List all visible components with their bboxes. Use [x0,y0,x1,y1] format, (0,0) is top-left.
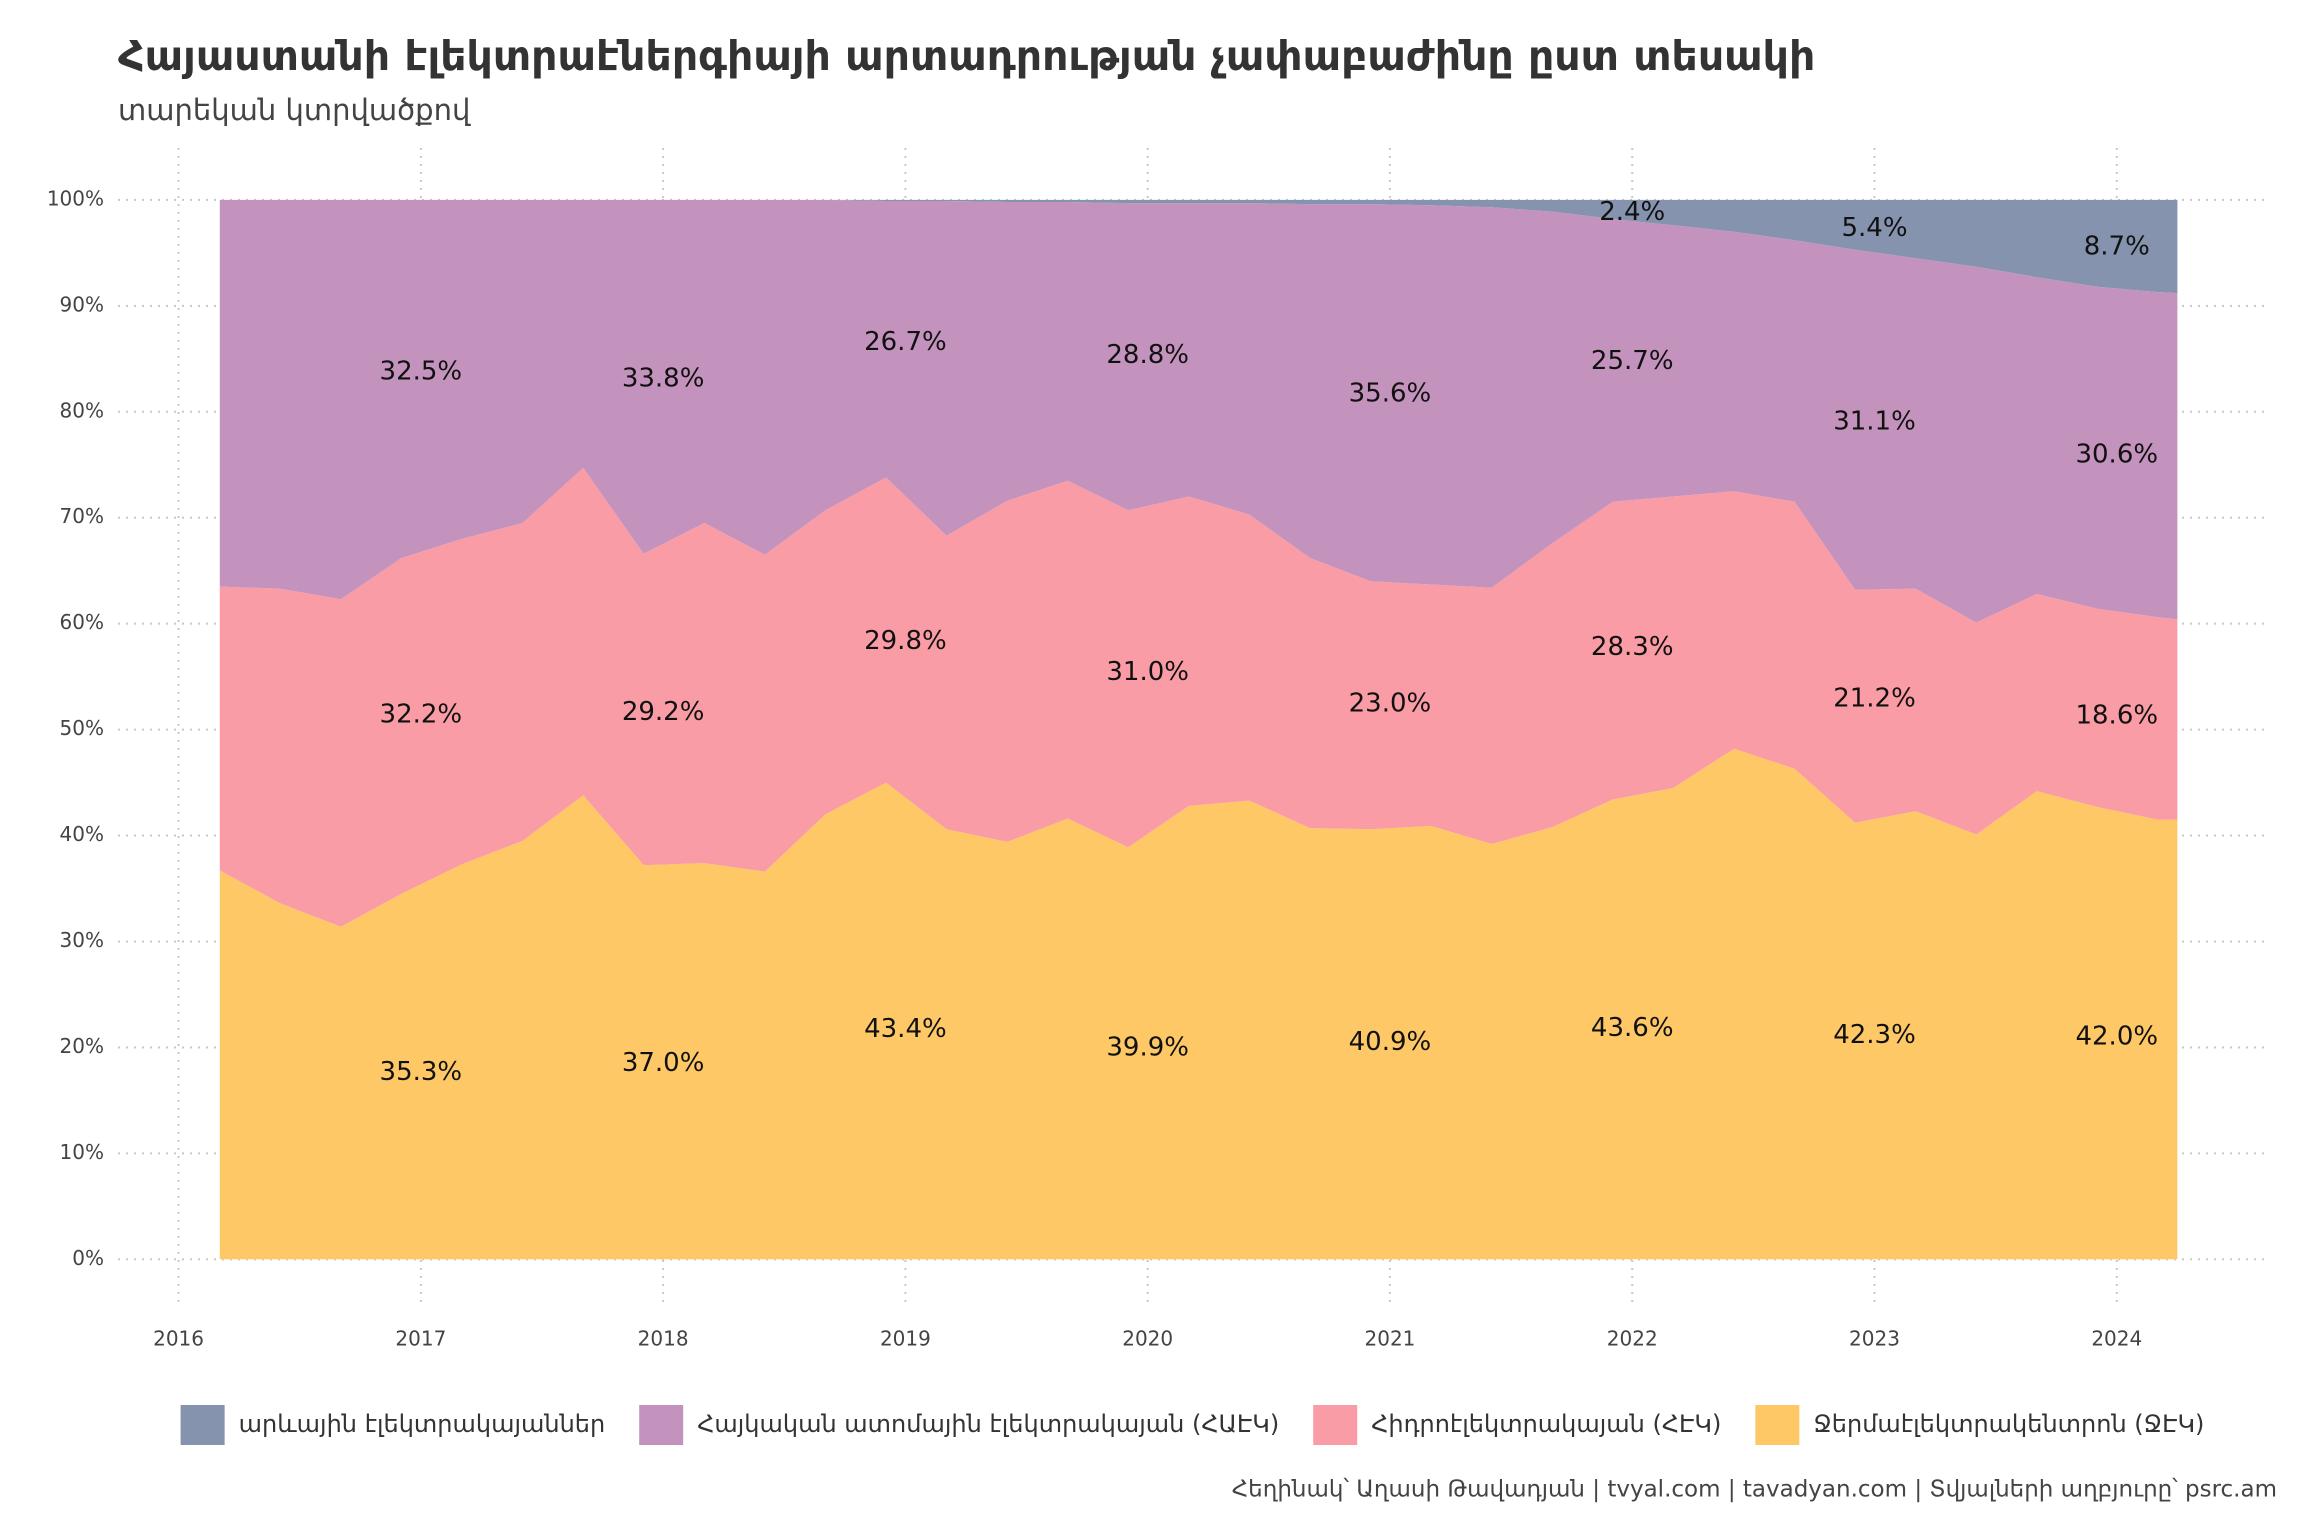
data-label: 35.3% [380,1057,463,1087]
areas [219,199,2178,1260]
x-tick-label: 2017 [395,1327,446,1351]
data-label: 28.8% [1106,340,1189,370]
data-label: 25.7% [1591,346,1674,376]
data-label: 37.0% [622,1048,705,1078]
x-tick-label: 2016 [153,1327,204,1351]
data-label: 32.2% [380,699,463,729]
data-label: 43.6% [1591,1013,1674,1043]
legend-label: Հայկական ատոմային էլեկտրակայան (ՀԱԷԿ) [697,1410,1279,1438]
data-label: 43.4% [864,1014,947,1044]
data-label: 42.0% [2075,1021,2158,1051]
legend: արևային էլեկտրակայաններ Հայկական ատոմային… [180,1405,2204,1445]
legend-key [1313,1405,1358,1445]
y-tick-label: 20% [60,1034,104,1058]
legend-label: արևային էլեկտրակայաններ [239,1410,606,1438]
data-label: 18.6% [2075,700,2158,730]
data-label: 32.5% [380,357,463,387]
x-tick-label: 2021 [1365,1327,1416,1351]
y-tick-label: 0% [72,1246,104,1270]
x-tick-label: 2019 [880,1327,931,1351]
area [219,199,2178,294]
legend-key [180,1405,225,1445]
data-label: 23.0% [1349,689,1432,719]
labels: 35.3% 37.0% 43.4% 39.9% 40.9% 43.6% 42.3% 42.0%… [380,197,2159,1087]
data-label: 40.9% [1349,1027,1432,1057]
data-label: 8.7% [2084,232,2150,262]
area [219,748,2178,1260]
x-tick-label: 2020 [1122,1327,1173,1351]
x-tick-label: 2022 [1607,1327,1658,1351]
x-tick-label: 2018 [638,1327,689,1351]
y-tick-label: 100% [47,186,104,210]
data-label: 31.0% [1106,657,1189,687]
data-label: 39.9% [1106,1032,1189,1062]
data-label: 5.4% [1841,213,1907,243]
y-tick-label: 50% [60,716,104,740]
legend-key [639,1405,684,1445]
data-label: 2.4% [1599,197,1665,227]
y-tick-label: 30% [60,928,104,952]
data-label: 21.2% [1833,683,1916,713]
y-tick-label: 40% [60,822,104,846]
caption: Հեղինակ՝ Աղասի Թավադյան | tvyal.com | ta… [1232,1477,2277,1503]
y-tick-label: 70% [60,504,104,528]
data-label: 26.7% [864,327,947,357]
area [219,467,2178,927]
x-tick-label: 2023 [1849,1327,1900,1351]
data-label: 29.2% [622,697,705,727]
data-label: 30.6% [2075,440,2158,470]
data-label: 29.8% [864,626,947,656]
y-tick-label: 60% [60,610,104,634]
data-label: 35.6% [1349,378,1432,408]
data-label: 28.3% [1591,632,1674,662]
chart-title: Հայաստանի էլեկտրաէներգիայի արտադրության … [118,32,1815,80]
legend-key [1755,1405,1800,1445]
y-tick-label: 10% [60,1140,104,1164]
data-label: 42.3% [1833,1020,1916,1050]
chart-subtitle: տարեկան կտրվածքով [118,93,471,127]
area [219,199,2178,623]
data-label: 31.1% [1833,406,1916,436]
legend-label: Հիդրոէլեկտրակայան (ՀԷԿ) [1371,1410,1721,1438]
y-tick-label: 90% [60,292,104,316]
x-tick-label: 2024 [2091,1327,2142,1351]
data-label: 33.8% [622,363,705,393]
legend-label: Ջերմաէլեկտրակենտրոն (ՋԷԿ) [1813,1410,2204,1438]
y-tick-label: 80% [60,398,104,422]
